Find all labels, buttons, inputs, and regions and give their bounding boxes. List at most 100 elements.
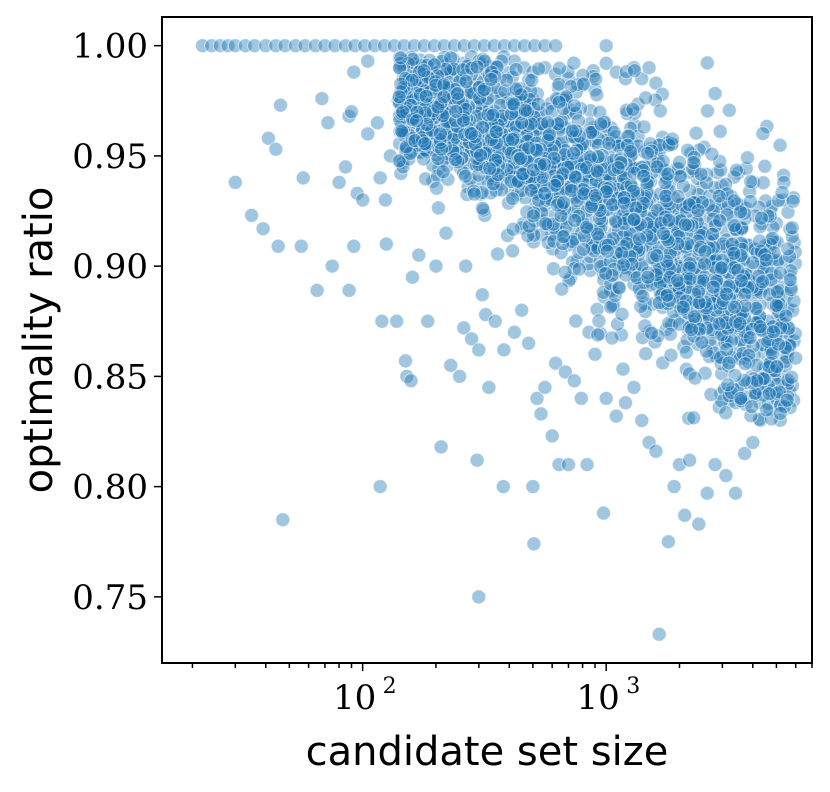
data-point [598, 265, 614, 281]
data-point [372, 479, 388, 495]
data-point [598, 55, 614, 71]
data-point [764, 230, 780, 246]
data-point [293, 238, 309, 254]
data-point [314, 91, 330, 107]
data-point [436, 38, 452, 54]
data-point [551, 76, 567, 92]
data-point [611, 280, 627, 296]
data-point [355, 192, 371, 208]
data-point [779, 349, 795, 365]
data-point [537, 379, 553, 395]
data-point [608, 408, 624, 424]
data-point [463, 126, 479, 142]
data-point [687, 265, 703, 281]
data-point [474, 287, 490, 303]
data-point [377, 192, 393, 208]
data-point [670, 189, 686, 204]
data-point [473, 147, 489, 163]
data-point [204, 38, 220, 54]
data-point [483, 71, 499, 87]
data-point [433, 439, 449, 455]
data-point [579, 219, 595, 235]
data-point [788, 350, 804, 366]
data-point [598, 390, 614, 406]
data-point [697, 256, 712, 272]
data-point [495, 479, 511, 495]
data-point [573, 390, 589, 406]
data-point [589, 163, 605, 179]
data-point [601, 135, 617, 151]
data-point [409, 113, 425, 129]
data-point [686, 410, 702, 426]
data-point [481, 379, 497, 395]
data-point [501, 195, 516, 211]
data-point [338, 159, 353, 175]
data-point [443, 357, 459, 373]
data-point [742, 330, 758, 346]
data-point [759, 402, 775, 418]
data-point [615, 361, 631, 377]
data-point [533, 406, 549, 422]
data-point [740, 150, 755, 166]
data-point [471, 589, 487, 605]
data-point [719, 286, 734, 302]
data-point [450, 86, 465, 102]
data-point [752, 319, 768, 335]
data-point [374, 313, 390, 329]
data-point [537, 185, 553, 201]
data-point [505, 191, 521, 207]
data-point [360, 126, 376, 142]
data-point [661, 212, 677, 228]
data-point [506, 324, 522, 340]
data-point [755, 274, 770, 290]
data-point [693, 166, 709, 182]
data-point [626, 212, 642, 228]
data-point [489, 124, 504, 140]
data-point [403, 373, 419, 389]
data-point [655, 226, 671, 242]
data-point [270, 238, 286, 254]
data-point [627, 63, 642, 79]
data-point [571, 261, 587, 277]
data-point [566, 98, 582, 114]
data-point [648, 443, 664, 459]
data-point [635, 288, 651, 304]
y-tick-label: 0.80 [72, 468, 148, 508]
data-point [496, 342, 512, 358]
data-point [458, 258, 474, 274]
data-point [699, 55, 715, 71]
data-point [561, 457, 576, 473]
data-point [227, 174, 243, 190]
data-point [719, 342, 735, 357]
data-point [436, 89, 452, 105]
data-point [610, 160, 626, 176]
data-point [448, 103, 464, 119]
data-point [634, 413, 650, 428]
data-point [581, 324, 597, 340]
data-point [615, 257, 631, 273]
data-point [718, 468, 734, 484]
data-point [728, 485, 744, 501]
data-point [753, 210, 769, 226]
data-point [295, 170, 311, 186]
data-point [399, 368, 415, 384]
data-point [688, 125, 704, 141]
data-point [420, 313, 436, 329]
x-tick-label: 10 [333, 678, 376, 718]
data-point [567, 169, 583, 185]
data-point [712, 213, 728, 229]
data-point [726, 245, 742, 261]
data-point [531, 61, 547, 77]
data-point [560, 64, 576, 80]
data-point [320, 115, 336, 131]
data-point [733, 273, 749, 289]
data-point [490, 246, 506, 262]
data-point [275, 512, 291, 528]
data-point [416, 63, 432, 79]
data-point [626, 379, 642, 395]
y-tick-label: 1.00 [72, 27, 148, 67]
data-point [324, 258, 340, 274]
data-point [758, 252, 774, 268]
data-point [707, 86, 723, 101]
